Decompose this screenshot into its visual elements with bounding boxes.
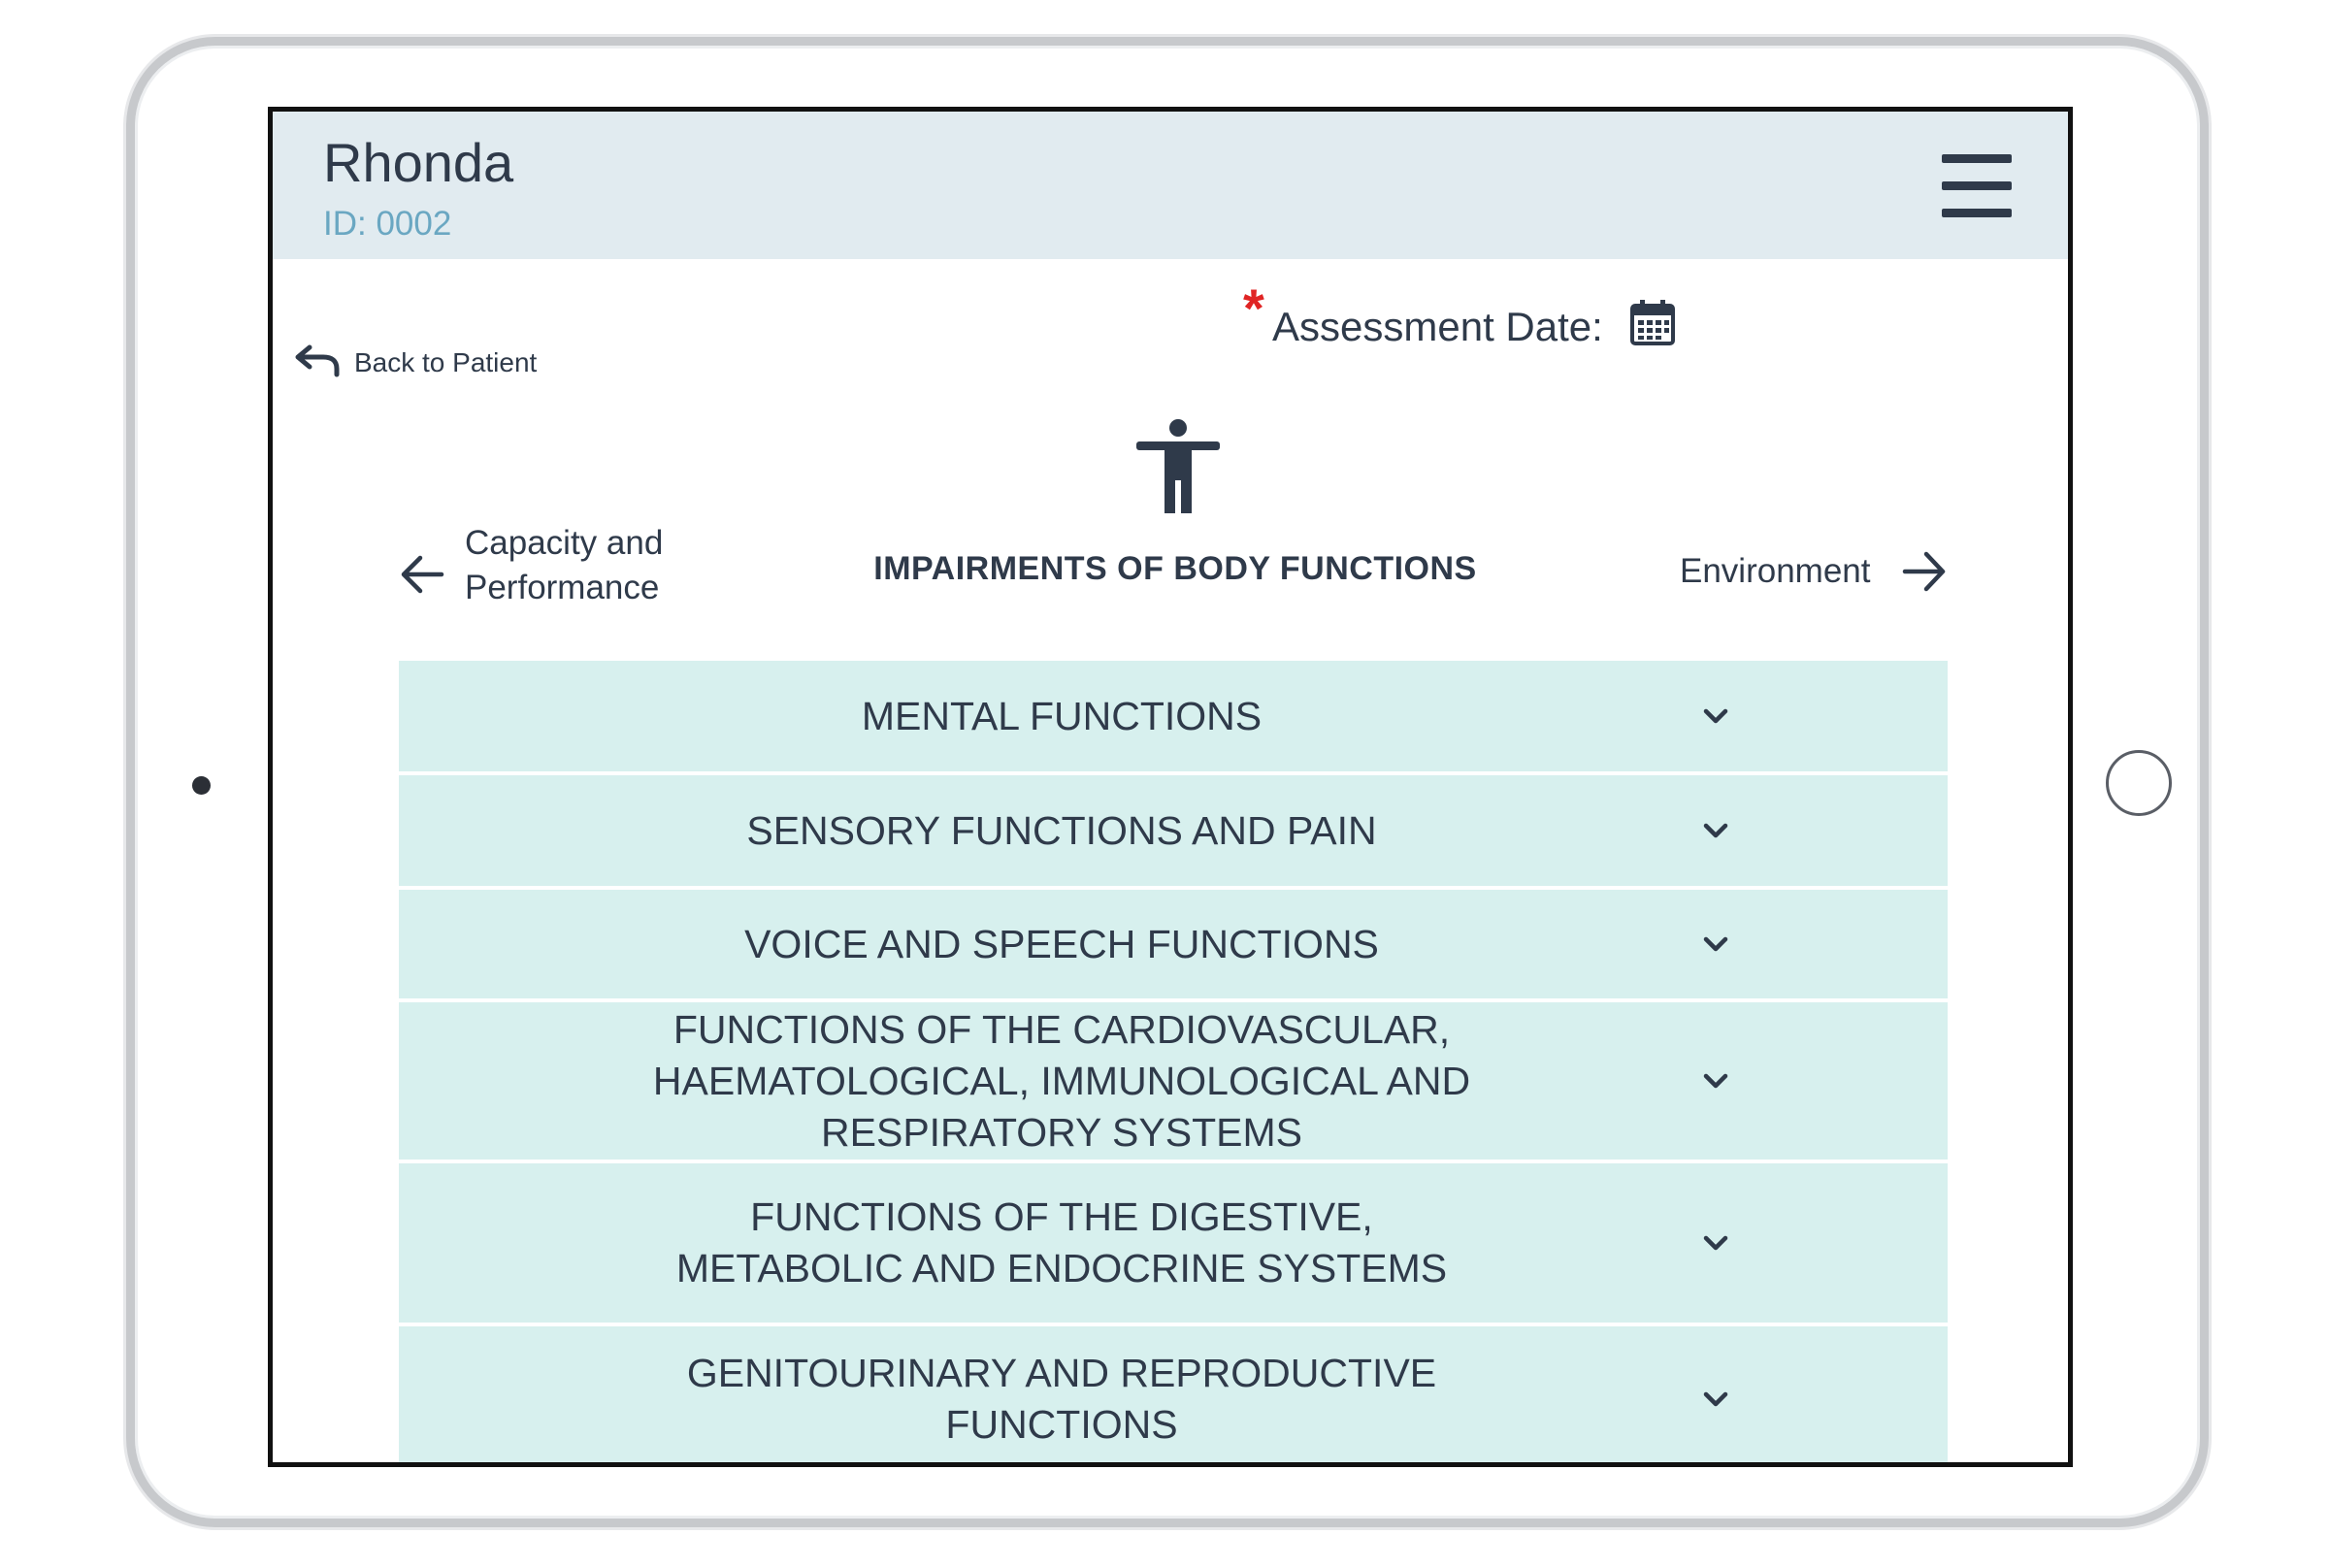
chevron-down-icon[interactable]	[1699, 928, 1732, 961]
back-to-patient-link[interactable]: Back to Patient	[294, 340, 585, 392]
category-row[interactable]: FUNCTIONS OF THE DIGESTIVE, METABOLIC AND…	[399, 1163, 1948, 1323]
category-row[interactable]: SENSORY FUNCTIONS AND PAIN	[399, 775, 1948, 886]
next-section-link[interactable]: Environment	[1680, 548, 1971, 606]
chevron-down-icon[interactable]	[1699, 814, 1732, 847]
chevron-down-icon[interactable]	[1699, 1064, 1732, 1097]
back-to-patient-label: Back to Patient	[354, 347, 538, 377]
section-title: IMPAIRMENTS OF BODY FUNCTIONS	[873, 550, 1477, 587]
category-accordion: MENTAL FUNCTIONS SENSORY FUNCTIONS AND PA…	[399, 661, 1948, 1462]
arrow-left-icon	[401, 555, 444, 594]
category-label: VOICE AND SPEECH FUNCTIONS	[744, 921, 1379, 966]
accessibility-person-icon	[1136, 419, 1220, 513]
category-row[interactable]: VOICE AND SPEECH FUNCTIONS	[399, 890, 1948, 998]
patient-id: ID: 0002	[323, 205, 452, 243]
undo-arrow-icon	[295, 344, 340, 377]
category-label: FUNCTIONS OF THE DIGESTIVE, METABOLIC AND…	[675, 1194, 1448, 1290]
assessment-date-field[interactable]: * Assessment Date:	[1243, 277, 1787, 354]
app-screen: Rhonda ID: 0002 * Assessment Date: Back …	[268, 107, 2073, 1467]
category-row[interactable]: MENTAL FUNCTIONS	[399, 661, 1948, 771]
hamburger-menu-icon[interactable]	[1942, 154, 2012, 218]
next-section-label: Environment	[1680, 552, 1871, 590]
arrow-right-icon	[1902, 551, 1946, 592]
chevron-down-icon[interactable]	[1699, 700, 1732, 733]
chevron-down-icon[interactable]	[1699, 1226, 1732, 1259]
category-label: FUNCTIONS OF THE CARDIOVASCULAR, HAEMATOL…	[652, 1006, 1471, 1155]
category-row[interactable]: GENITOURINARY AND REPRODUCTIVE FUNCTIONS	[399, 1326, 1948, 1462]
category-label: GENITOURINARY AND REPRODUCTIVE FUNCTIONS	[686, 1351, 1437, 1447]
camera-dot	[192, 776, 211, 795]
chevron-down-icon[interactable]	[1699, 1383, 1732, 1416]
patient-name: Rhonda	[323, 132, 514, 193]
calendar-icon[interactable]	[1629, 298, 1676, 346]
category-label: SENSORY FUNCTIONS AND PAIN	[746, 807, 1377, 853]
home-button[interactable]	[2106, 750, 2172, 816]
prev-section-link[interactable]: Capacity and Performance	[399, 521, 709, 618]
category-label: MENTAL FUNCTIONS	[861, 693, 1263, 738]
assessment-date-label: Assessment Date:	[1272, 304, 1603, 349]
required-marker: *	[1243, 278, 1264, 339]
category-row[interactable]: FUNCTIONS OF THE CARDIOVASCULAR, HAEMATOL…	[399, 1002, 1948, 1160]
prev-section-label: Capacity and Performance	[465, 524, 664, 606]
patient-header: Rhonda ID: 0002	[273, 112, 2068, 259]
